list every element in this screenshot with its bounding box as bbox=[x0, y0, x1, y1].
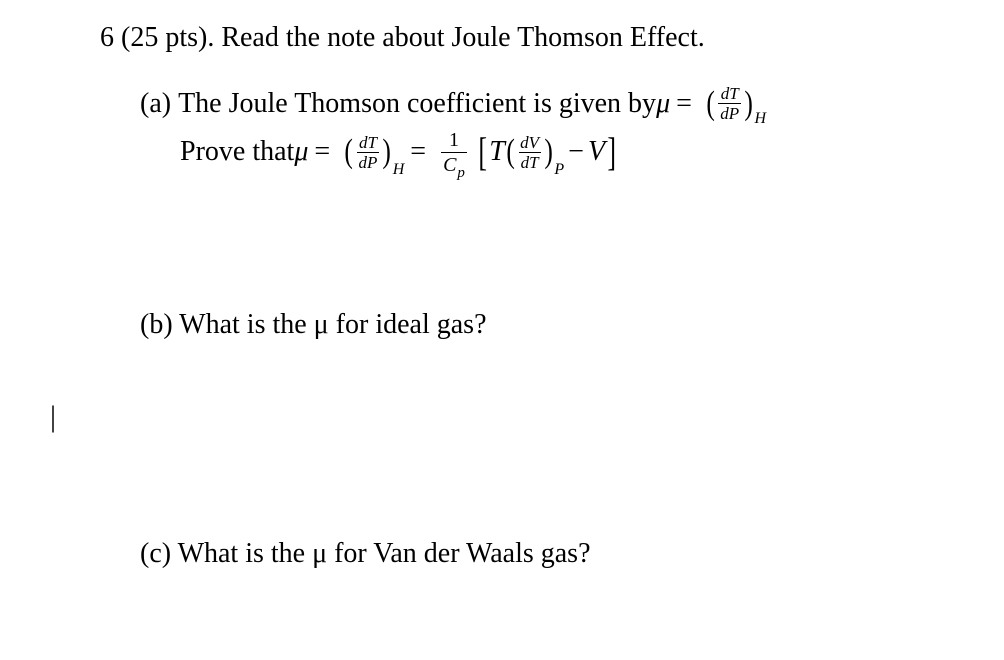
right-bracket: ] bbox=[607, 138, 616, 166]
T-symbol: T bbox=[489, 136, 505, 168]
equals-3: = bbox=[410, 136, 426, 168]
question-header: 6 (25 pts). Read the note about Joule Th… bbox=[100, 20, 1004, 56]
dV-dT-P: ( dV dT ) P bbox=[505, 134, 564, 171]
page: 6 (25 pts). Read the note about Joule Th… bbox=[0, 0, 1004, 660]
mu-symbol-2: μ bbox=[294, 136, 308, 168]
part-a-prove: Prove that μ = ( dT dP ) H = 1 Cp bbox=[180, 130, 1004, 175]
num-dT-1: dT bbox=[719, 85, 741, 103]
sub-P: P bbox=[554, 161, 564, 179]
part-c-label: (c) bbox=[140, 538, 171, 569]
dT-dP-H-2: ( dT dP ) H bbox=[343, 134, 404, 171]
equals-1: = bbox=[676, 84, 692, 123]
dT-dP-H-1: ( dT dP ) H bbox=[705, 85, 766, 122]
part-b-text: What is the μ for ideal gas? bbox=[179, 309, 486, 340]
V-symbol: V bbox=[588, 136, 605, 168]
mu-symbol: μ bbox=[656, 84, 670, 123]
sub-H-1: H bbox=[754, 108, 766, 130]
part-c: (c) What is the μ for Van der Waals gas? bbox=[140, 534, 1004, 573]
den-dP-2: dP bbox=[357, 152, 380, 171]
part-a-line1: (a) The Joule Thomson coefficient is giv… bbox=[140, 84, 1004, 123]
den-dP-1: dP bbox=[718, 103, 741, 122]
num-1: 1 bbox=[447, 130, 461, 152]
part-b-label: (b) bbox=[140, 309, 173, 340]
prove-text: Prove that bbox=[180, 136, 294, 168]
part-a-label: (a) bbox=[140, 84, 171, 123]
question-prompt: Read the note about Joule Thomson Effect… bbox=[221, 22, 704, 53]
part-a-text1: The Joule Thomson coefficient is given b… bbox=[178, 84, 656, 123]
text-cursor: | bbox=[50, 400, 56, 434]
question-points: (25 pts). bbox=[121, 22, 214, 53]
left-bracket: [ bbox=[478, 138, 487, 166]
num-dV: dV bbox=[518, 134, 541, 152]
den-dT: dT bbox=[519, 152, 541, 171]
minus: − bbox=[568, 136, 584, 168]
Cp-p: p bbox=[457, 165, 465, 181]
equals-2: = bbox=[314, 136, 330, 168]
part-b: (b) What is the μ for ideal gas? bbox=[140, 305, 1004, 344]
part-c-text: What is the μ for Van der Waals gas? bbox=[178, 538, 591, 569]
Cp-C: C bbox=[443, 154, 456, 176]
question-number: 6 bbox=[100, 22, 114, 53]
sub-H-2: H bbox=[393, 161, 405, 179]
num-dT-2: dT bbox=[357, 134, 379, 152]
one-over-Cp: 1 Cp bbox=[441, 130, 467, 175]
